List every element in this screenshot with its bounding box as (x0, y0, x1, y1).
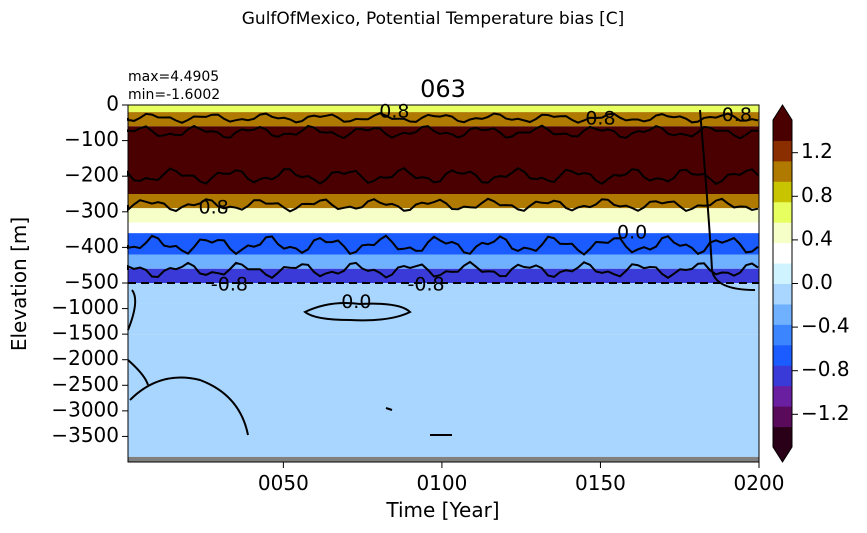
depth-band (128, 233, 759, 255)
colorbar-segment (773, 283, 792, 305)
contour-label: -0.8 (408, 274, 445, 296)
contour-label: 0.8 (585, 108, 615, 130)
colorbar-segment (773, 426, 792, 448)
colorbar-segment (773, 140, 792, 162)
colorbar-segment (773, 263, 792, 284)
contour-label: 0.8 (379, 101, 409, 123)
x-tick-label: 0150 (575, 471, 626, 495)
contour-label: 0.8 (722, 104, 752, 126)
depth-band (128, 105, 759, 113)
y-tick-label: −2000 (51, 346, 119, 370)
contour-line (127, 260, 759, 280)
colorbar-ticks: 1.2 0.8 0.4 0.0 −0.4 −0.8 −1.2 (792, 139, 850, 425)
bottom-mask (128, 456, 759, 462)
chart-title: 063 (420, 75, 466, 103)
contour-line (303, 302, 412, 322)
y-tick-label: −3000 (51, 397, 119, 421)
colorbar (772, 104, 793, 463)
y-axis: 0 −100 −200 −300 −400 −500−1000−1500−2000−250… (51, 92, 128, 447)
colorbar-tick-label: 1.2 (801, 139, 833, 163)
contour-line (129, 376, 249, 436)
colorbar-segment (773, 160, 792, 182)
y-tick-label: −100 (64, 127, 119, 151)
y-tick-label: −1500 (51, 321, 119, 345)
contour-line (127, 289, 149, 386)
x-axis-label: Time [Year] (385, 498, 499, 522)
contour-line (385, 407, 393, 411)
x-axis: 0050 0100 0150 0200 (258, 462, 785, 495)
colorbar-frame (772, 104, 793, 463)
contour-line (127, 197, 759, 213)
y-tick-label: −400 (64, 234, 119, 258)
colorbar-tick-label: 0.0 (801, 270, 833, 294)
contour-label: 0.8 (199, 197, 229, 219)
colorbar-segment (773, 120, 792, 141)
depth-band (128, 334, 759, 457)
colorbar-segment (773, 181, 792, 203)
depth-band (128, 208, 759, 223)
x-tick-label: 0100 (416, 471, 467, 495)
contour-line (127, 112, 759, 124)
colorbar-segment (773, 201, 792, 223)
x-tick-label: 0050 (258, 471, 309, 495)
colorbar-tick-label: 0.8 (801, 183, 833, 207)
depth-band (128, 126, 759, 194)
depth-band (128, 283, 759, 304)
y-axis-label: Elevation [m] (7, 217, 31, 351)
contour-label: -0.8 (211, 274, 248, 296)
depth-band (128, 254, 759, 269)
contour-line (127, 124, 759, 140)
colorbar-segment (773, 222, 792, 244)
depth-band (128, 112, 759, 127)
colorbar-segment (773, 365, 792, 387)
colorbar-extend-max (773, 105, 792, 120)
colorbar-tick-label: 0.4 (801, 226, 833, 250)
contour-line (127, 234, 759, 256)
contour-lines (127, 109, 759, 436)
colorbar-extend-min (773, 447, 792, 462)
contour-labels: 0.8 0.8 0.8 0.8 0.0 -0.8 -0.8 0.0 (199, 101, 752, 313)
colorbar-segment (773, 242, 792, 264)
y-tick-label: 0 (106, 92, 119, 116)
contour-line (127, 167, 759, 186)
colorbar-tick-label: −0.4 (801, 314, 850, 338)
colorbar-segment (773, 385, 792, 407)
depth-band (128, 303, 759, 335)
contour-line (699, 109, 756, 291)
y-tick-label: −300 (64, 198, 119, 222)
contour-label: 0.0 (617, 222, 647, 244)
colorbar-segment (773, 344, 792, 366)
colorbar-segment (773, 324, 792, 346)
y-tick-label: −3500 (51, 423, 119, 447)
colorbar-segment (773, 406, 792, 428)
colorbar-tick-label: −0.8 (801, 357, 850, 381)
colorbar-tick-label: −1.2 (801, 401, 850, 425)
stat-max: max=4.4905 (128, 69, 219, 85)
x-tick-label: 0200 (734, 471, 785, 495)
y-tick-label: −200 (64, 163, 119, 187)
stat-min: min=-1.6002 (128, 87, 220, 103)
depth-band (128, 222, 759, 234)
contour-label: 0.0 (341, 291, 371, 313)
chart-suptitle: GulfOfMexico, Potential Temperature bias… (242, 9, 624, 29)
y-tick-label: −2500 (51, 372, 119, 396)
y-tick-label: −500 (64, 270, 119, 294)
y-tick-label: −1000 (51, 295, 119, 319)
colorbar-segment (773, 303, 792, 325)
